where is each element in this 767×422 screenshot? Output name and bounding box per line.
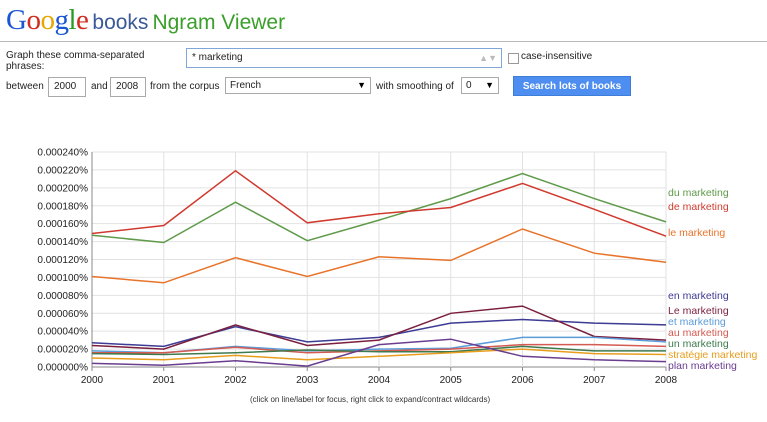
series-line-6[interactable] <box>92 343 667 354</box>
case-insensitive-checkbox[interactable] <box>508 53 519 64</box>
y-tick-label: 0.000240% <box>37 148 88 159</box>
phrases-label: Graph these comma-separated phrases: <box>6 50 145 72</box>
smoothing-select[interactable]: 0 ▼ <box>461 77 499 94</box>
corpus-label: from the corpus <box>150 81 220 92</box>
x-tick-label: 2004 <box>368 375 391 386</box>
series-label[interactable]: plan marketing <box>668 360 737 372</box>
series-line-4[interactable] <box>91 305 667 350</box>
x-tick-label: 2005 <box>440 375 463 386</box>
series-label[interactable]: un marketing <box>668 338 729 350</box>
series-label[interactable]: le marketing <box>668 227 725 239</box>
y-tick-label: 0.000140% <box>37 237 88 248</box>
x-axis-ticks: 2000 2001 2002 2003 2004 2005 2006 2007 2008 <box>81 375 678 386</box>
series-label[interactable]: du marketing <box>668 187 729 199</box>
series-line-0[interactable] <box>91 172 667 244</box>
books-logo-text[interactable]: books <box>92 11 149 34</box>
y-tick-label: 0.000020% <box>37 345 88 356</box>
page-title: Ngram Viewer <box>152 11 286 34</box>
app-header: Google books Ngram Viewer <box>6 4 285 36</box>
series-label[interactable]: en marketing <box>668 290 729 302</box>
y-tick-label: 0.000180% <box>37 201 88 212</box>
x-tick-label: 2006 <box>511 375 534 386</box>
corpus-select[interactable]: French ▼ <box>225 77 371 94</box>
series-line-2[interactable] <box>91 228 667 284</box>
x-tick-label: 2007 <box>583 375 606 386</box>
chart-help-text: (click on line/label for focus, right cl… <box>250 395 491 404</box>
legend-labels: du marketing de marketing le marketing en m… <box>668 187 757 372</box>
chevron-down-icon: ▼ <box>485 80 494 90</box>
x-tick-label: 2008 <box>655 375 678 386</box>
y-tick-label: 0.000040% <box>37 327 88 338</box>
google-logo[interactable]: Google <box>6 4 89 36</box>
series-label[interactable]: Le marketing <box>668 305 729 317</box>
logo-letter: l <box>68 4 77 36</box>
y-axis-ticks: 0.000000% 0.000020% 0.000040% 0.000060% 0.00… <box>37 148 88 374</box>
logo-letter: g <box>54 4 69 36</box>
search-button[interactable]: Search lots of books <box>513 76 631 96</box>
y-tick-label: 0.000220% <box>37 165 88 176</box>
x-tick-label: 2001 <box>153 375 176 386</box>
end-year-input[interactable]: 2008 <box>110 77 146 97</box>
y-tick-label: 0.000100% <box>37 273 88 284</box>
series-line-1[interactable] <box>91 169 667 237</box>
logo-letter: o <box>26 4 41 36</box>
phrases-input[interactable]: * marketing ▲▼ <box>186 48 502 68</box>
series-label[interactable]: stratégie marketing <box>668 349 757 361</box>
chart-lines <box>91 169 667 367</box>
chevron-down-icon: ▼ <box>357 80 366 90</box>
series-line-3[interactable] <box>91 318 667 348</box>
series-line-9[interactable] <box>91 338 667 367</box>
y-tick-label: 0.000080% <box>37 291 88 302</box>
x-tick-label: 2000 <box>81 375 104 386</box>
x-tick-label: 2003 <box>296 375 319 386</box>
header-divider <box>0 41 767 42</box>
ngram-chart: 0.000000% 0.000020% 0.000040% 0.000060% 0.00… <box>37 148 757 387</box>
series-label[interactable]: au marketing <box>668 327 729 339</box>
expand-icon[interactable]: ▲▼ <box>479 53 497 63</box>
series-label[interactable]: et marketing <box>668 316 726 328</box>
case-insensitive-label: case-insensitive <box>521 51 593 62</box>
start-year-input[interactable]: 2000 <box>48 77 86 97</box>
y-tick-label: 0.000200% <box>37 183 88 194</box>
y-tick-label: 0.000000% <box>37 363 88 374</box>
smoothing-label: with smoothing of <box>376 81 454 92</box>
series-line-8[interactable] <box>91 348 667 361</box>
logo-letter: e <box>76 4 89 36</box>
logo-letter: o <box>40 4 55 36</box>
y-tick-label: 0.000120% <box>37 255 88 266</box>
logo-letter: G <box>6 4 27 36</box>
y-tick-label: 0.000160% <box>37 219 88 230</box>
and-label: and <box>91 81 108 92</box>
y-tick-label: 0.000060% <box>37 309 88 320</box>
x-tick-label: 2002 <box>224 375 247 386</box>
series-line-7[interactable] <box>91 345 666 356</box>
between-label: between <box>6 81 44 92</box>
series-label[interactable]: de marketing <box>668 201 729 213</box>
